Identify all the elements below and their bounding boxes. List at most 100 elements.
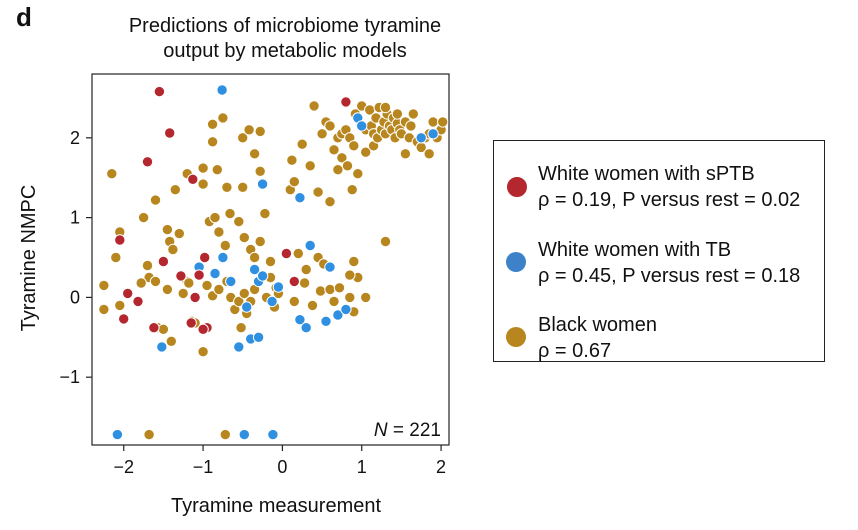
data-point (254, 125, 266, 138)
data-point (175, 270, 187, 282)
data-point (233, 295, 245, 308)
x-axis: −2 −1 0 1 2 (113, 445, 446, 477)
data-point (399, 148, 412, 160)
data-point (167, 243, 179, 256)
data-point (189, 291, 201, 304)
data-point (199, 251, 211, 264)
legend: White women with sPTB ρ = 0.19, P versus… (493, 140, 825, 362)
data-point (243, 124, 255, 136)
data-point (379, 235, 392, 248)
data-point (427, 128, 439, 140)
data-point (206, 136, 219, 148)
data-point (217, 112, 229, 124)
data-point (296, 138, 308, 150)
y-axis-label: Tyramine NMPC (18, 185, 40, 332)
data-point (114, 299, 126, 312)
y-tick-label: 0 (70, 287, 80, 307)
legend-label-sptb: White women with sPTB (538, 163, 755, 185)
sample-size-annotation: N = 221 (374, 420, 441, 441)
legend-marker-tb (506, 252, 526, 272)
legend-stats-tb: ρ = 0.45, P versus rest = 0.18 (538, 265, 801, 287)
sample-size-symbol: N (374, 420, 388, 441)
data-point (288, 176, 300, 188)
data-point (165, 335, 178, 347)
data-points (98, 84, 449, 441)
data-point (211, 164, 224, 176)
data-point (294, 314, 306, 326)
data-point (157, 255, 170, 268)
data-point (320, 315, 332, 327)
data-point (405, 120, 417, 132)
legend-stats-sptb: ρ = 0.19, P versus rest = 0.02 (538, 189, 801, 211)
data-point (427, 116, 439, 128)
y-tick-label: 2 (70, 128, 80, 148)
data-point (304, 239, 316, 252)
data-point (348, 140, 360, 152)
data-point (213, 226, 225, 238)
data-point (106, 168, 118, 180)
data-point (238, 428, 251, 441)
data-point (135, 277, 147, 289)
data-point (316, 128, 328, 140)
data-point (197, 323, 209, 335)
data-point (213, 283, 225, 296)
data-point (306, 299, 319, 312)
chart-title-line-1: Predictions of microbiome tyramine (128, 15, 442, 37)
y-tick-label: 1 (70, 208, 80, 228)
data-point (156, 341, 168, 353)
data-point (201, 279, 213, 292)
data-point (235, 322, 247, 334)
legend-stats-black: ρ = 0.67 (538, 340, 612, 362)
data-point (340, 303, 352, 316)
data-point (391, 108, 404, 120)
x-tick-label: 2 (436, 457, 446, 477)
data-point (219, 239, 232, 252)
data-point (256, 270, 269, 282)
data-point (437, 116, 449, 128)
data-point (197, 178, 209, 190)
data-point (183, 277, 195, 289)
legend-marker-sptb (506, 176, 528, 198)
data-point (328, 295, 340, 308)
data-point (344, 269, 356, 281)
data-point (272, 281, 285, 293)
data-point (344, 291, 356, 304)
data-point (254, 165, 266, 178)
data-point (237, 181, 249, 194)
data-point (173, 227, 186, 240)
data-point (98, 303, 110, 316)
data-point (157, 323, 170, 335)
data-point (379, 101, 392, 114)
data-point (356, 120, 368, 132)
data-point (221, 181, 233, 194)
data-point (324, 196, 336, 208)
data-point (324, 261, 336, 273)
data-point (423, 148, 435, 160)
data-point (328, 144, 340, 156)
data-point (219, 428, 232, 441)
data-point (185, 317, 197, 329)
data-point (267, 428, 279, 441)
data-point (248, 251, 261, 264)
plot-frame (91, 73, 450, 446)
data-point (238, 287, 251, 300)
data-point (304, 160, 316, 172)
data-point (294, 192, 306, 204)
data-point (341, 160, 354, 172)
data-point (149, 275, 162, 288)
data-point (324, 283, 336, 296)
data-point (148, 322, 160, 334)
data-point (209, 267, 221, 280)
x-tick-label: −1 (193, 457, 214, 477)
data-point (118, 313, 130, 325)
data-point (288, 275, 300, 288)
data-point (143, 428, 155, 441)
data-point (259, 207, 271, 220)
data-point (238, 231, 251, 244)
data-point (137, 211, 150, 224)
y-tick-label: −1 (59, 367, 80, 387)
data-point (149, 194, 162, 206)
data-point (254, 235, 266, 248)
chart-title-line-2: output by metabolic models (163, 40, 407, 62)
data-point (266, 295, 278, 308)
